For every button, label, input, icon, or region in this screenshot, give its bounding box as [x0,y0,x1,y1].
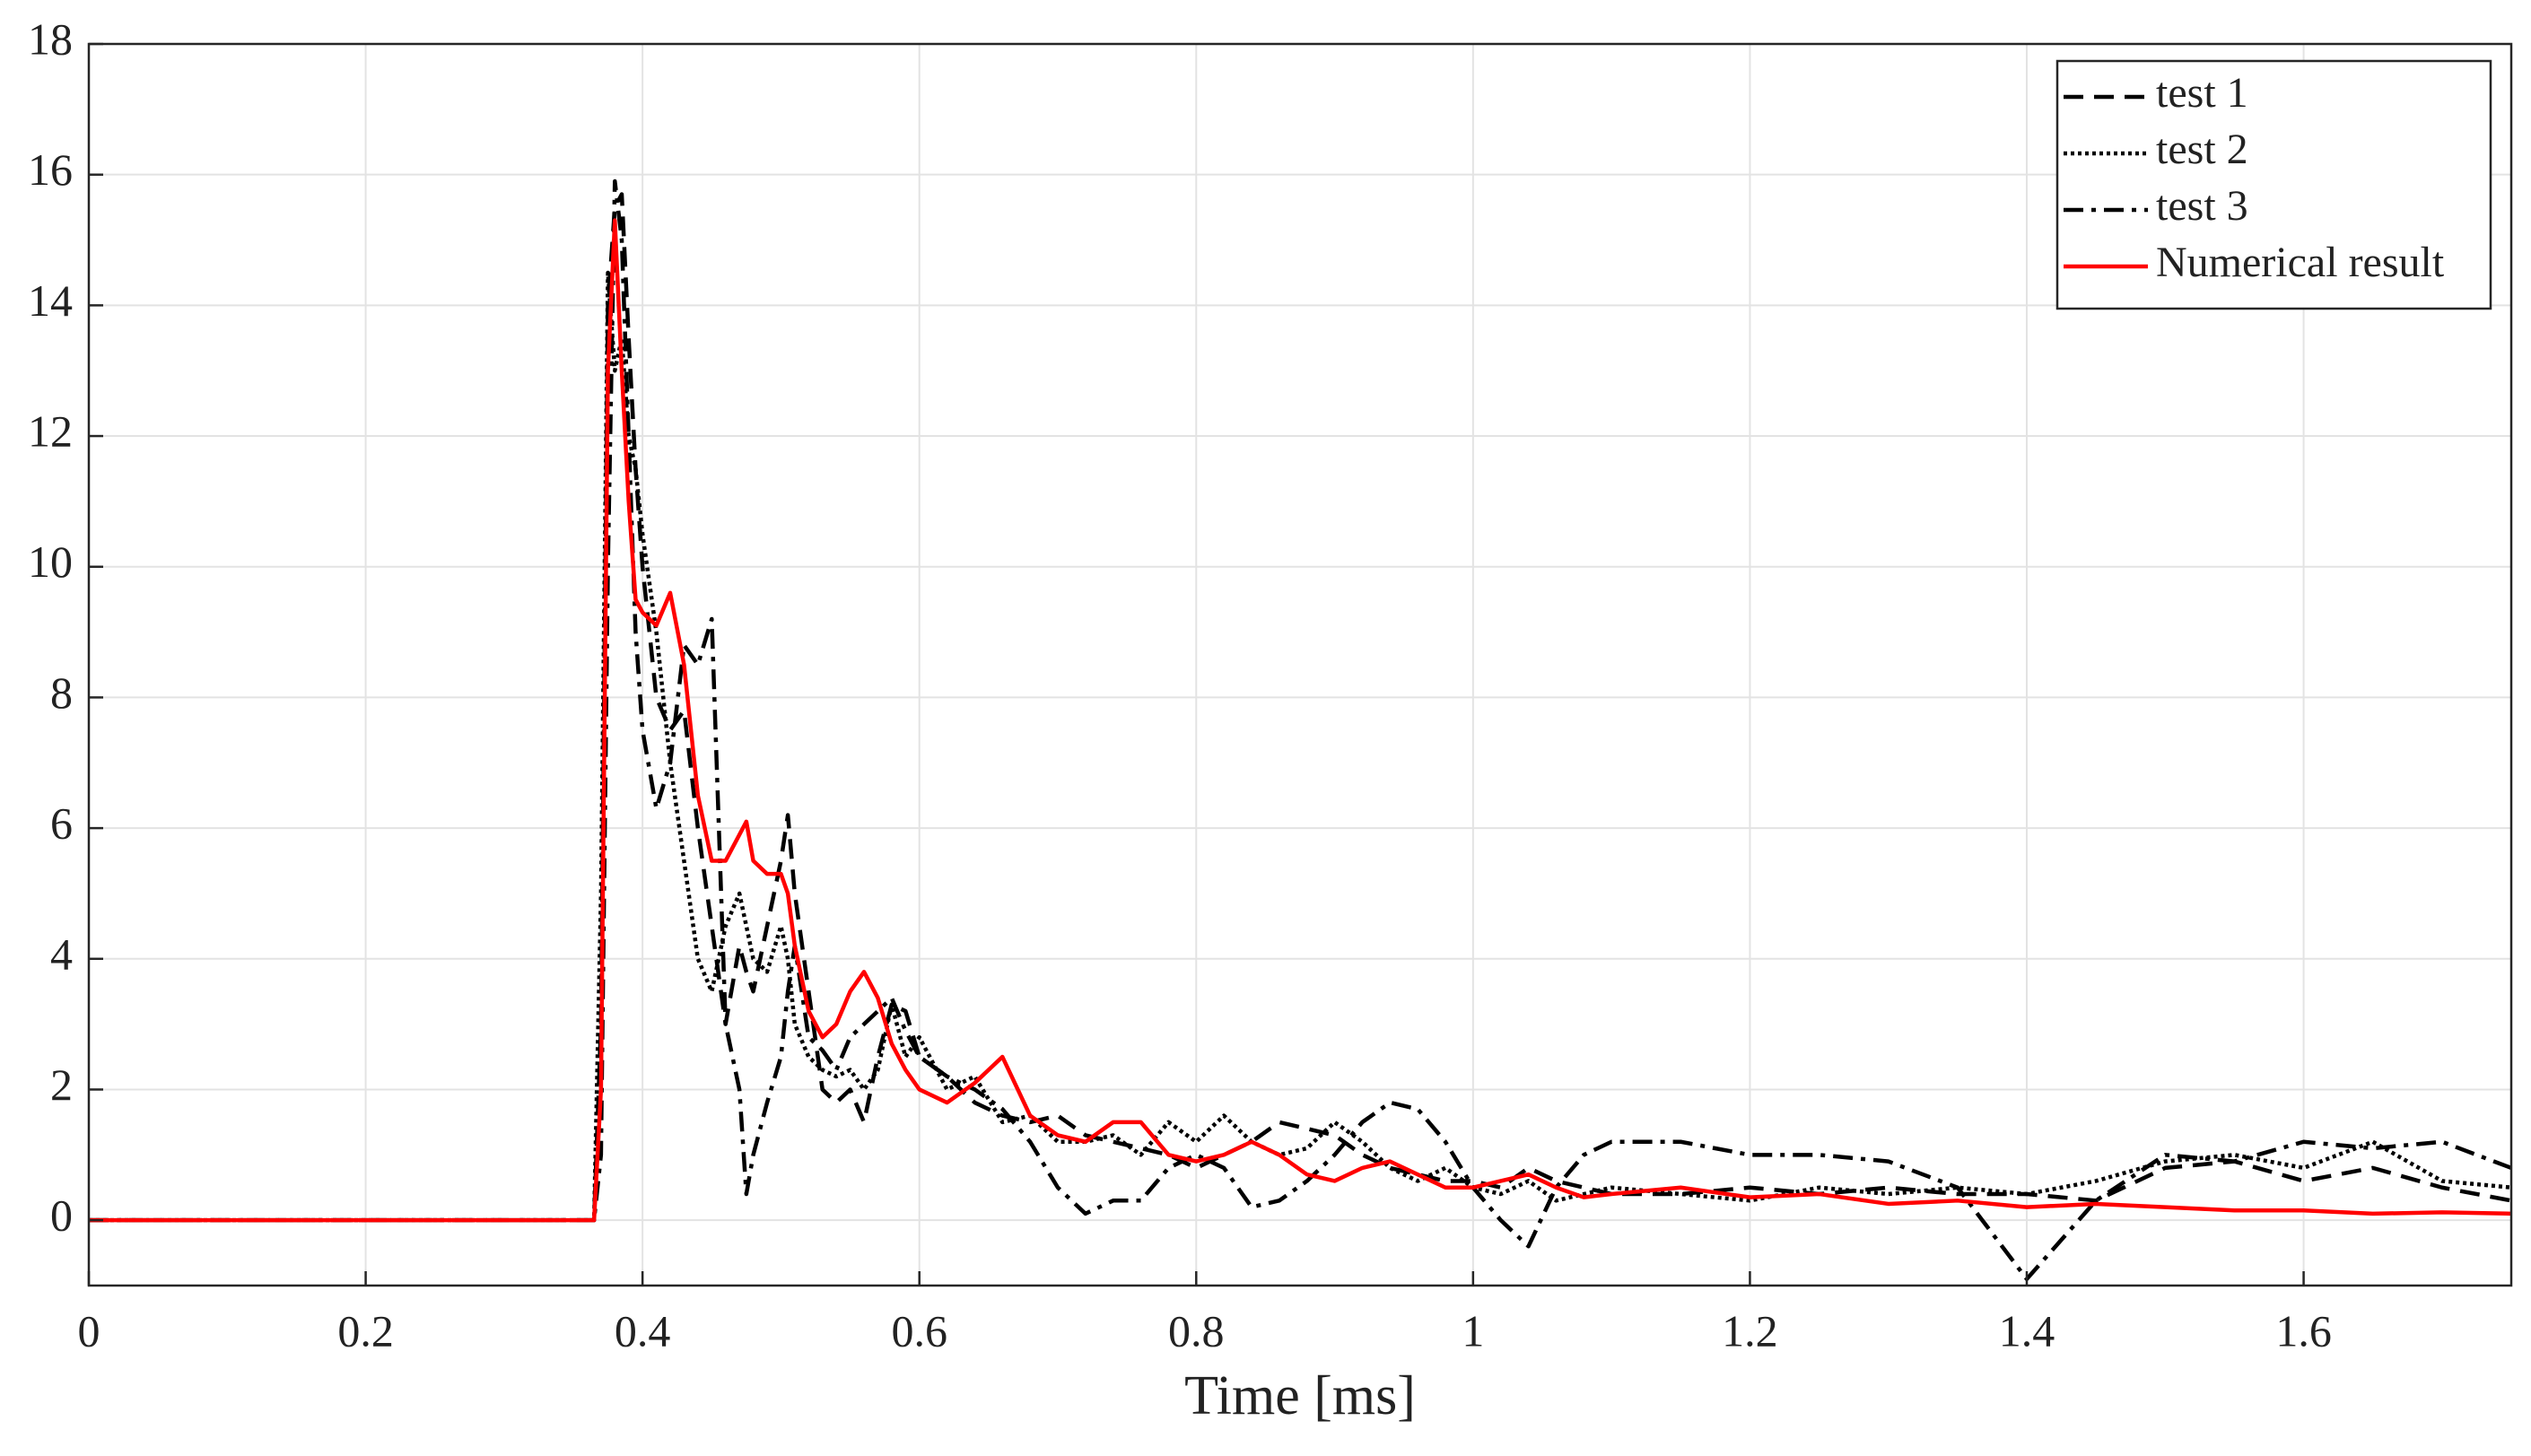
y-tick-label: 12 [28,406,73,457]
legend-label: test 3 [2156,182,2248,230]
y-tick-label: 4 [50,929,73,979]
y-tick-label: 14 [28,275,73,326]
x-axis-label: Time [ms] [1184,1365,1416,1426]
axes-frame [87,42,2513,1287]
x-tick-label: 0.8 [1168,1305,1225,1356]
x-tick-label: 1 [1462,1305,1484,1356]
series-line [89,192,2511,1223]
y-tick-label: 10 [28,536,73,587]
y-tick-label: 6 [50,798,73,849]
series-line [89,179,2511,1281]
y-tick-label: 8 [50,667,73,718]
x-tick-label: 1.6 [2275,1305,2332,1356]
y-tick-label: 2 [50,1059,73,1110]
x-tick-label: 0 [78,1305,100,1356]
y-tick-label: 18 [28,13,73,64]
series-line [89,218,2511,1223]
x-tick-label: 1.2 [1722,1305,1778,1356]
legend-label: Numerical result [2156,239,2445,286]
x-tick-label: 1.4 [1999,1305,2055,1356]
x-tick-label: 0.4 [615,1305,671,1356]
x-tick-label: 0.2 [337,1305,394,1356]
legend-label: test 1 [2156,69,2248,117]
x-tick-label: 0.6 [891,1305,947,1356]
plot-lines [89,179,2511,1281]
ticks: 0 0.2 0.4 0.6 0.8 1 1.2 1.4 1.6 0 2 4 6 8 10 12 14 16 18 [28,13,2332,1356]
y-tick-label: 16 [28,144,73,195]
y-tick-label: 0 [50,1190,73,1241]
legend-label: test 2 [2156,126,2248,173]
legend: test 1 test 2 test 3 Numerical result [2055,59,2492,310]
series-line [89,270,2511,1223]
